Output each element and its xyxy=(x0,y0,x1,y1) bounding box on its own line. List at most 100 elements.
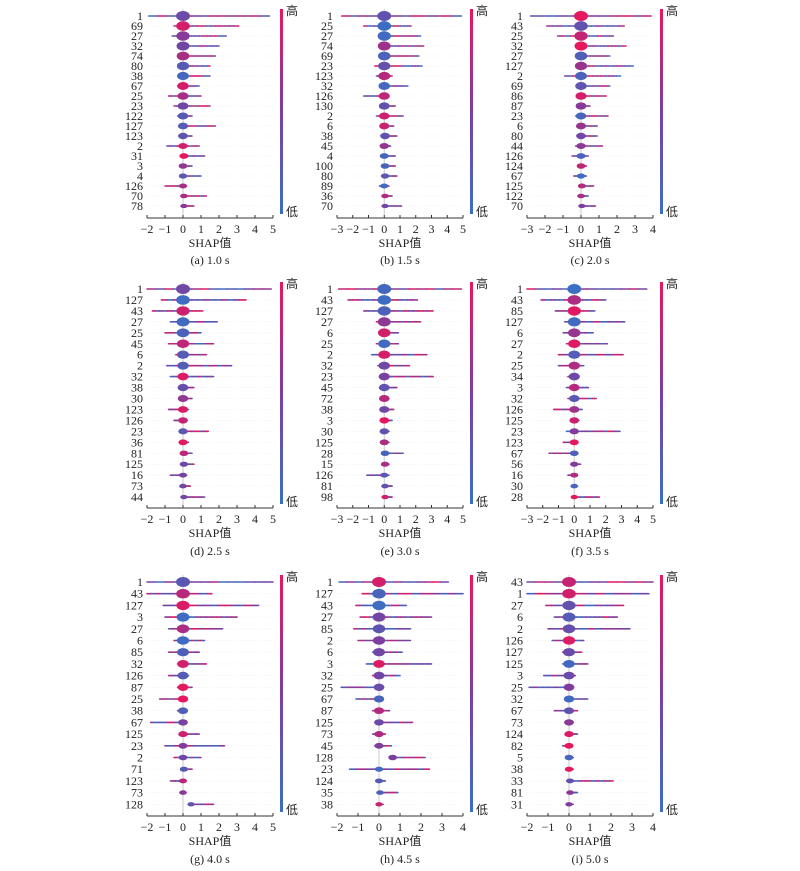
shap-panel: 431276212612712532532677312482538338131−… xyxy=(505,569,678,866)
x-tick-label: 0 xyxy=(180,222,186,236)
feature-label: 31 xyxy=(511,797,523,811)
colorbar-low-label: 低 xyxy=(286,495,298,509)
feature-label: 100 xyxy=(315,159,333,173)
feature-label: 38 xyxy=(321,797,333,811)
feature-label: 28 xyxy=(321,446,333,460)
shap-density-blob xyxy=(377,317,391,327)
feature-label: 127 xyxy=(505,645,523,659)
feature-label: 25 xyxy=(511,359,523,373)
shap-density-blob xyxy=(575,102,587,110)
feature-label: 2 xyxy=(327,348,333,362)
feature-label: 126 xyxy=(125,669,143,683)
shap-density-blob xyxy=(570,483,579,489)
shap-density-blob xyxy=(372,624,386,634)
feature-label: 16 xyxy=(131,468,143,482)
feature-label: 35 xyxy=(321,786,333,800)
feature-label: 38 xyxy=(131,381,143,395)
shap-density-blob xyxy=(373,659,385,668)
x-axis-label: SHAP值 xyxy=(189,525,232,540)
shap-density-blob xyxy=(575,112,587,120)
x-tick-label: 1 xyxy=(397,512,403,526)
shap-density-blob xyxy=(388,754,398,761)
shap-density-blob xyxy=(373,707,385,715)
shap-density-blob xyxy=(378,372,390,381)
feature-label: 27 xyxy=(511,49,523,63)
shap-density-blob xyxy=(377,21,392,31)
shap-density-blob xyxy=(566,790,574,795)
feature-label: 56 xyxy=(511,457,523,471)
feature-label: 32 xyxy=(321,359,333,373)
feature-label: 23 xyxy=(131,739,143,753)
x-tick-label: 2 xyxy=(216,222,222,236)
shap-density-blob xyxy=(176,339,190,348)
feature-label: 69 xyxy=(511,79,523,93)
shap-density-blob xyxy=(562,612,576,622)
shap-density-blob xyxy=(378,361,391,370)
feature-label: 32 xyxy=(511,692,523,706)
feature-label: 43 xyxy=(511,19,523,33)
x-tick-label: 4 xyxy=(460,820,466,834)
feature-label: 1 xyxy=(517,587,523,601)
shap-density-blob xyxy=(176,612,190,622)
colorbar-high-label: 高 xyxy=(286,569,298,584)
x-tick-label: 1 xyxy=(587,512,593,526)
feature-label: 1 xyxy=(137,575,143,589)
feature-label: 1 xyxy=(327,575,333,589)
feature-label: 31 xyxy=(131,149,143,163)
x-tick-label: 5 xyxy=(650,512,656,526)
colorbar xyxy=(660,282,663,504)
shap-density-blob xyxy=(177,82,189,90)
shap-density-blob xyxy=(376,790,384,795)
feature-label: 124 xyxy=(505,159,523,173)
shap-density-blob xyxy=(180,494,188,500)
x-tick-label: −3 xyxy=(331,222,344,236)
shap-density-blob xyxy=(178,417,188,424)
feature-label: 81 xyxy=(321,479,333,493)
shap-density-blob xyxy=(565,802,573,807)
feature-label: 67 xyxy=(131,715,143,729)
feature-label: 85 xyxy=(321,622,333,636)
colorbar-high-label: 高 xyxy=(666,276,678,291)
shap-density-blob xyxy=(567,328,581,338)
shap-density-blob xyxy=(380,183,389,189)
shap-density-blob xyxy=(176,317,190,327)
shap-panel: 1432532271272698687236804412612467125122… xyxy=(505,3,678,267)
x-tick-label: 3 xyxy=(619,512,625,526)
feature-label: 3 xyxy=(137,159,143,173)
shap-density-blob xyxy=(179,450,189,456)
shap-density-blob xyxy=(381,494,389,500)
feature-label: 30 xyxy=(321,424,333,438)
feature-label: 6 xyxy=(327,645,333,659)
x-tick-label: 3 xyxy=(632,222,638,236)
shap-density-blob xyxy=(569,406,580,413)
feature-label: 5 xyxy=(517,751,523,765)
feature-label: 45 xyxy=(321,381,333,395)
shap-panel: 143127276252322345723833012528151268198−… xyxy=(315,276,488,558)
feature-label: 80 xyxy=(511,129,523,143)
x-tick-label: −3 xyxy=(331,512,344,526)
shap-density-blob xyxy=(372,612,386,622)
feature-label: 6 xyxy=(517,119,523,133)
feature-label: 6 xyxy=(137,348,143,362)
shap-density-blob xyxy=(378,61,391,71)
x-tick-label: 3 xyxy=(629,820,635,834)
colorbar xyxy=(660,9,663,214)
x-tick-label: 2 xyxy=(603,512,609,526)
feature-label: 6 xyxy=(327,119,333,133)
x-tick-label: 3 xyxy=(234,820,240,834)
feature-label: 43 xyxy=(321,598,333,612)
shap-density-blob xyxy=(564,754,574,761)
shap-density-blob xyxy=(176,284,190,294)
feature-label: 81 xyxy=(131,446,143,460)
feature-label: 82 xyxy=(511,739,523,753)
shap-density-blob xyxy=(569,450,579,456)
shap-density-blob xyxy=(374,742,384,749)
shap-density-blob xyxy=(177,71,189,81)
feature-label: 23 xyxy=(321,762,333,776)
shap-panel: 1431273276853212687253867125232711237312… xyxy=(125,569,298,866)
shap-density-blob xyxy=(568,339,581,348)
shap-density-blob xyxy=(575,71,587,81)
feature-label: 27 xyxy=(511,337,523,351)
feature-label: 23 xyxy=(511,109,523,123)
feature-label: 28 xyxy=(511,490,523,504)
